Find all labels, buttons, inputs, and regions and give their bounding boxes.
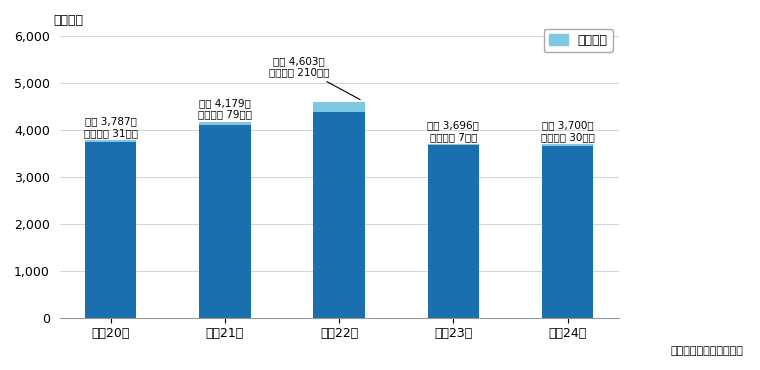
Bar xyxy=(199,125,251,317)
Bar xyxy=(199,122,251,125)
Text: （件数）: （件数） xyxy=(54,14,84,27)
Bar xyxy=(85,142,137,317)
Text: 出典：東京都福祉保険局: 出典：東京都福祉保険局 xyxy=(670,346,743,356)
Legend: 死亡件数: 死亡件数 xyxy=(544,28,613,51)
Bar xyxy=(313,102,365,112)
Bar xyxy=(428,145,479,317)
Text: 検案 4,603件
（内死亡 210件）: 検案 4,603件 （内死亡 210件） xyxy=(269,56,360,100)
Text: 検案 3,696件
（内死亡 7件）: 検案 3,696件 （内死亡 7件） xyxy=(427,121,480,142)
Bar xyxy=(542,146,594,317)
Bar xyxy=(85,140,137,142)
Bar xyxy=(542,144,594,146)
Bar xyxy=(313,112,365,317)
Text: 検案 4,179件
（内死亡 79件）: 検案 4,179件 （内死亡 79件） xyxy=(198,98,252,120)
Text: 検案 3,700件
（内死亡 30件）: 検案 3,700件 （内死亡 30件） xyxy=(540,120,594,142)
Text: 検案 3,787件
（内死亡 31件）: 検案 3,787件 （内死亡 31件） xyxy=(84,116,138,138)
